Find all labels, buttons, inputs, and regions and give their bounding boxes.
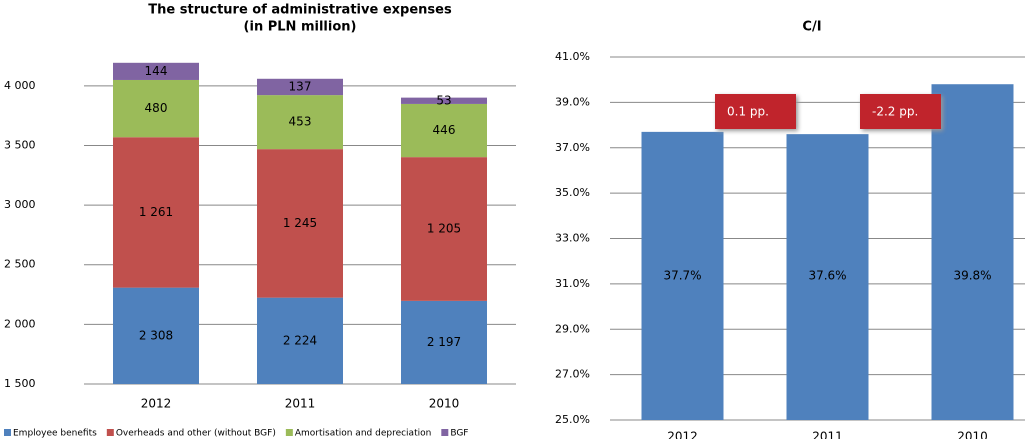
bar-segment (113, 79, 199, 138)
bar-segment (257, 95, 343, 150)
x-tick-label: 2012 (141, 397, 172, 411)
bar-segment (257, 78, 343, 96)
data-label: 2 197 (427, 335, 461, 349)
chart-title: The structure of administrative expenses (148, 3, 452, 18)
y-tick-label: 2 500 (4, 258, 36, 271)
data-label: 1 245 (283, 216, 317, 230)
y-tick-label: 41.0% (555, 50, 590, 63)
bar-segment (401, 300, 487, 384)
y-tick-label: 31.0% (555, 277, 590, 290)
legend-swatch (4, 429, 11, 436)
data-label: 2 224 (283, 333, 317, 347)
x-tick-label: 2010 (957, 430, 988, 439)
y-tick-label: 1 500 (4, 377, 36, 390)
y-tick-label: 27.0% (555, 368, 590, 381)
legend-swatch (285, 429, 293, 436)
bar-segment (401, 97, 487, 104)
bar (786, 134, 869, 420)
bar-segment (401, 103, 487, 158)
annotation-box (715, 94, 796, 129)
data-label: 446 (433, 123, 456, 137)
legend-label: Overheads and other (without BGF) (116, 429, 276, 439)
legend-label: Employee benefits (13, 429, 97, 439)
y-tick-label: 37.0% (555, 141, 590, 154)
bar (931, 84, 1014, 420)
x-tick-label: 2012 (667, 430, 698, 439)
annotation: -2.2 pp. (872, 105, 918, 119)
data-label: 137 (289, 79, 312, 93)
data-label: 453 (289, 115, 312, 129)
bar-segment (257, 149, 343, 298)
chart-title: C/I (802, 20, 821, 35)
data-label: 480 (145, 101, 168, 115)
y-tick-label: 2 000 (4, 317, 36, 330)
data-label: 39.8% (953, 269, 991, 283)
x-tick-label: 2010 (429, 397, 460, 411)
data-label: 144 (145, 64, 168, 78)
legend-swatch (106, 429, 114, 436)
annotation-box (860, 94, 941, 129)
data-label: 1 205 (427, 222, 461, 236)
legend-label: Amortisation and depreciation (295, 429, 431, 439)
bar-segment (113, 62, 199, 80)
legend-swatch (441, 429, 449, 436)
y-tick-label: 33.0% (555, 232, 590, 245)
bar (641, 131, 724, 420)
data-label: 37.6% (808, 269, 846, 283)
y-tick-label: 4 000 (4, 79, 36, 92)
x-tick-label: 2011 (285, 397, 316, 411)
data-label: 53 (436, 93, 451, 107)
chart-subtitle: (in PLN million) (244, 20, 357, 35)
y-tick-label: 39.0% (555, 95, 590, 108)
bar-segment (113, 287, 199, 384)
bar-segment (257, 297, 343, 384)
data-label: 37.7% (663, 269, 701, 283)
y-tick-label: 25.0% (555, 413, 590, 426)
y-tick-label: 29.0% (555, 322, 590, 335)
x-tick-label: 2011 (812, 430, 843, 439)
y-tick-label: 3 500 (4, 138, 36, 151)
annotation: 0.1 pp. (727, 105, 769, 119)
y-tick-label: 3 000 (4, 198, 36, 211)
y-tick-label: 35.0% (555, 186, 590, 199)
bar-segment (113, 137, 199, 288)
data-label: 1 261 (139, 205, 173, 219)
bar-segment (401, 157, 487, 301)
data-label: 2 308 (139, 328, 173, 342)
legend-label: BGF (450, 429, 468, 439)
